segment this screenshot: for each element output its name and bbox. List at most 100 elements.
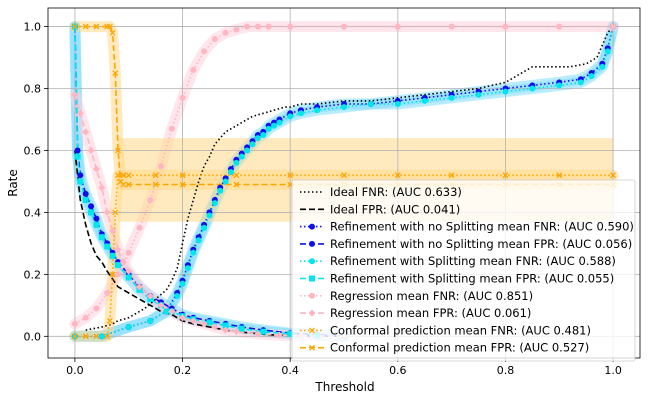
refinement-with-splitting-mean-fnr-point-12 — [211, 200, 218, 207]
refinement-with-splitting-mean-fpr-point-19 — [238, 325, 245, 332]
regression-mean-fpr-point-8 — [114, 246, 122, 254]
refinement-with-splitting-mean-fnr-point-25 — [287, 113, 294, 120]
conformal-prediction-mean-fnr-point-7 — [115, 172, 121, 179]
refinement-with-splitting-mean-fnr-point-35 — [529, 85, 536, 92]
refinement-with-splitting-mean-fnr-point-32 — [448, 94, 455, 101]
refinement-with-no-splitting-mean-fpr-point-4 — [88, 203, 95, 210]
refinement-with-splitting-mean-fpr-point-8 — [109, 252, 116, 259]
regression-mean-fpr-point-6 — [103, 208, 111, 216]
regression-mean-fpr-point-5 — [98, 184, 106, 192]
y-axis-title: Rate — [6, 169, 20, 197]
refinement-with-splitting-mean-fnr-point-23 — [271, 122, 278, 129]
regression-mean-fnr-legend-label: Regression mean FNR: (AUC 0.851) — [330, 289, 533, 303]
regression-mean-fpr-point-17 — [200, 320, 208, 328]
refinement-with-splitting-mean-fnr-point-15 — [227, 169, 234, 176]
y-tick-label-0: 0.0 — [24, 330, 42, 343]
refinement-with-splitting-mean-fnr-point-28 — [341, 104, 347, 111]
regression-mean-fnr-point-15 — [233, 26, 240, 33]
refinement-with-no-splitting-mean-fpr-legend-marker — [309, 240, 315, 247]
refinement-with-no-splitting-mean-fpr-point-1 — [74, 147, 81, 154]
conformal-prediction-mean-fpr-point-6 — [112, 70, 119, 77]
conformal-prediction-mean-fnr-point-0 — [71, 333, 78, 340]
regression-mean-fpr-point-15 — [179, 314, 187, 322]
regression-mean-fnr-point-3 — [104, 289, 111, 296]
refinement-with-splitting-mean-fnr-point-19 — [249, 141, 256, 148]
regression-mean-fnr-point-21 — [394, 23, 401, 30]
regression-mean-fnr-point-13 — [211, 35, 218, 42]
refinement-with-no-splitting-mean-fpr-point-3 — [82, 190, 89, 197]
regression-mean-fnr-point-12 — [201, 48, 208, 55]
regression-mean-fpr-point-0 — [71, 91, 79, 99]
refinement-with-splitting-mean-fpr-legend-marker — [309, 275, 315, 282]
regression-mean-fnr-point-24 — [556, 23, 563, 30]
refinement-with-splitting-mean-fpr-point-3 — [82, 197, 89, 204]
y-tick-label-5: 1.0 — [24, 21, 42, 34]
refinement-with-splitting-mean-fnr-point-1 — [98, 333, 105, 340]
x-tick-label-4: 0.8 — [497, 364, 515, 377]
conformal-prediction-mean-fnr-point-19 — [610, 172, 617, 179]
regression-mean-fnr-point-23 — [502, 23, 509, 30]
refinement-with-splitting-mean-fnr-point-9 — [195, 237, 202, 244]
conformal-prediction-mean-fnr-point-14 — [341, 172, 347, 179]
x-tick-label-2: 0.4 — [281, 364, 299, 377]
legend: Ideal FNR: (AUC 0.633) Ideal FPR: (AUC 0.… — [291, 179, 636, 362]
conformal-prediction-mean-fnr-point-16 — [448, 172, 455, 179]
refinement-with-splitting-mean-fnr-point-20 — [254, 135, 261, 142]
conformal-prediction-mean-fnr-point-5 — [109, 271, 116, 278]
conformal-prediction-mean-fnr-point-12 — [233, 172, 240, 179]
refinement-with-splitting-mean-fnr-point-39 — [599, 63, 606, 70]
conformal-prediction-mean-fnr-point-15 — [394, 172, 401, 179]
refinement-with-splitting-mean-fpr-point-21 — [287, 330, 294, 337]
conformal-prediction-mean-fnr-point-1 — [82, 333, 89, 340]
refinement-with-splitting-mean-fnr-point-29 — [367, 101, 374, 108]
refinement-with-splitting-mean-fnr-point-11 — [206, 212, 213, 219]
y-tick-label-1: 0.2 — [24, 268, 42, 281]
refinement-with-splitting-mean-fnr-point-10 — [201, 224, 208, 231]
conformal-prediction-mean-fnr-point-2 — [93, 333, 100, 340]
regression-mean-fnr-point-6 — [136, 224, 143, 231]
regression-mean-fpr-point-12 — [146, 292, 154, 300]
conformal-prediction-mean-fpr-point-11 — [152, 181, 159, 188]
conformal-prediction-mean-fnr-point-6 — [112, 209, 119, 216]
regression-mean-fnr-legend-marker — [309, 292, 315, 299]
x-tick-label-3: 0.6 — [389, 364, 407, 377]
refinement-with-splitting-mean-fnr-point-18 — [244, 147, 251, 154]
conformal-prediction-mean-fnr-point-11 — [179, 172, 186, 179]
refinement-with-splitting-mean-fnr-point-30 — [394, 101, 401, 108]
refinement-with-splitting-mean-fnr-legend-label: Refinement with Splitting mean FNR: (AUC… — [330, 254, 616, 268]
refinement-with-splitting-mean-fpr-point-5 — [93, 221, 100, 228]
regression-mean-fpr-point-11 — [135, 283, 143, 291]
regression-mean-fnr-point-25 — [610, 23, 617, 30]
refinement-with-splitting-mean-fnr-point-34 — [502, 88, 509, 95]
regression-mean-fpr-point-9 — [119, 258, 127, 266]
regression-mean-fnr-point-9 — [168, 125, 175, 132]
conformal-prediction-mean-fpr-point-9 — [120, 181, 127, 188]
refinement-with-splitting-mean-fpr-legend-label: Refinement with Splitting mean FPR: (AUC… — [330, 272, 614, 286]
x-tick-label-1: 0.2 — [174, 364, 192, 377]
conformal-prediction-mean-fnr-legend-label: Conformal prediction mean FNR: (AUC 0.48… — [330, 323, 591, 337]
refinement-with-splitting-mean-fpr-point-18 — [222, 322, 229, 329]
y-tick-label-2: 0.4 — [24, 206, 42, 219]
refinement-with-splitting-mean-fnr-line — [74, 26, 614, 338]
regression-mean-fnr-point-2 — [93, 305, 100, 312]
refinement-with-splitting-mean-fnr-point-13 — [217, 187, 224, 194]
refinement-with-no-splitting-mean-fpr-point-5 — [93, 215, 100, 222]
conformal-prediction-mean-fnr-legend-marker — [309, 327, 315, 334]
conformal-prediction-mean-fpr-point-5 — [109, 29, 116, 36]
refinement-with-splitting-mean-fpr-point-9 — [114, 262, 121, 269]
refinement-with-splitting-mean-fnr-point-4 — [163, 308, 170, 315]
refinement-with-splitting-mean-fnr-legend-marker — [309, 258, 315, 265]
regression-mean-fpr-legend-label: Regression mean FPR: (AUC 0.061) — [330, 306, 531, 320]
regression-mean-fnr-point-11 — [190, 66, 197, 73]
refinement-with-splitting-mean-fpr-point-7 — [104, 243, 111, 250]
regression-mean-fnr-point-7 — [147, 197, 154, 204]
conformal-prediction-mean-fnr-point-17 — [502, 172, 509, 179]
regression-mean-fpr-point-13 — [157, 301, 165, 309]
regression-mean-fnr-point-14 — [222, 29, 229, 36]
conformal-prediction-mean-fpr-legend-marker — [309, 344, 315, 351]
refinement-with-splitting-mean-fpr-point-1 — [74, 153, 81, 160]
regression-mean-fnr-point-5 — [125, 249, 132, 256]
regression-mean-fnr-point-16 — [244, 23, 251, 30]
refinement-with-splitting-mean-fnr-point-6 — [179, 280, 186, 287]
